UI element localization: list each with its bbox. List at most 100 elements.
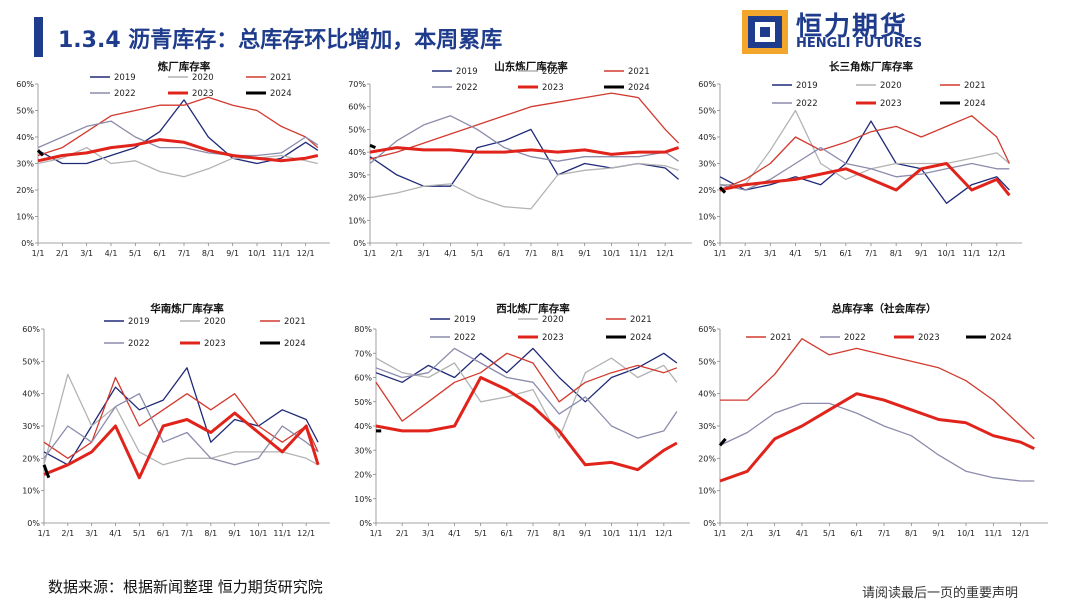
series-line-2021	[719, 115, 1010, 191]
title-accent-bar	[34, 17, 43, 57]
x-tick-label: 12/1	[988, 249, 1006, 258]
series-line-2019	[375, 347, 678, 403]
y-tick-label: 80%	[354, 325, 372, 334]
x-tick-label: 10/1	[250, 529, 268, 538]
x-tick-label: 2/1	[396, 529, 409, 538]
x-tick-label: 1/1	[38, 529, 51, 538]
x-tick-label: 3/1	[764, 249, 777, 258]
legend-label-2022: 2022	[128, 339, 150, 349]
chart-title: 总库存率（社会库存）	[832, 302, 937, 315]
y-tick-label: 10%	[354, 495, 372, 504]
legend-label-2021: 2021	[628, 67, 650, 77]
legend-label-2023: 2023	[542, 333, 564, 343]
y-tick-label: 0%	[359, 519, 372, 528]
x-tick-label: 11/1	[629, 529, 647, 538]
x-tick-label: 9/1	[932, 529, 945, 538]
y-tick-label: 30%	[698, 422, 716, 431]
legend-label-2024: 2024	[284, 339, 306, 349]
y-tick-label: 0%	[703, 239, 716, 248]
y-tick-label: 20%	[16, 186, 34, 195]
x-tick-label: 2/1	[56, 249, 69, 258]
y-tick-label: 10%	[22, 487, 40, 496]
y-tick-label: 60%	[16, 80, 34, 89]
x-tick-label: 11/1	[629, 249, 647, 258]
x-tick-label: 4/1	[796, 529, 809, 538]
y-tick-label: 0%	[21, 239, 34, 248]
chart-title: 华南炼厂库存率	[150, 302, 224, 315]
y-tick-label: 0%	[703, 519, 716, 528]
x-tick-label: 4/1	[105, 249, 118, 258]
series-line-2021	[375, 352, 678, 422]
y-tick-label: 50%	[354, 398, 372, 407]
legend-label-2024: 2024	[630, 333, 652, 343]
chart-shandong-inventory: 山东炼厂库存率 0% 10% 20% 30% 40% 50% 60% 70% 1/1 2/1 3/1 4…	[348, 60, 692, 258]
y-tick-label: 60%	[698, 80, 716, 89]
legend-label-2024: 2024	[990, 333, 1012, 343]
series-line-2021	[37, 96, 319, 157]
y-tick-label: 20%	[22, 454, 40, 463]
x-tick-label: 8/1	[551, 249, 564, 258]
x-tick-label: 7/1	[527, 529, 540, 538]
x-tick-label: 3/1	[80, 249, 93, 258]
x-tick-label: 12/1	[297, 249, 315, 258]
legend-label-2021: 2021	[964, 81, 986, 91]
x-tick-label: 7/1	[178, 249, 191, 258]
y-tick-label: 30%	[354, 446, 372, 455]
chart-title: 长三角炼厂库存率	[829, 60, 913, 73]
chart-title: 炼厂库存率	[158, 60, 211, 73]
series-line-2024	[42, 464, 51, 479]
x-tick-label: 5/1	[129, 249, 142, 258]
legend-label-2021: 2021	[770, 333, 792, 343]
x-tick-label: 6/1	[498, 249, 511, 258]
x-tick-label: 9/1	[228, 529, 241, 538]
x-tick-label: 1/1	[714, 249, 727, 258]
x-tick-label: 10/1	[938, 249, 956, 258]
legend-label-2020: 2020	[880, 81, 902, 91]
y-tick-label: 10%	[16, 213, 34, 222]
x-tick-label: 8/1	[905, 529, 918, 538]
x-tick-label: 1/1	[370, 529, 383, 538]
x-tick-label: 11/1	[273, 529, 291, 538]
legend-label-2020: 2020	[192, 73, 214, 83]
series-line-2022	[375, 347, 678, 439]
x-tick-label: 12/1	[656, 249, 674, 258]
x-tick-label: 12/1	[297, 529, 315, 538]
x-tick-label: 9/1	[226, 249, 239, 258]
x-tick-label: 6/1	[157, 529, 170, 538]
brand-logo-icon	[742, 10, 788, 54]
series-line-2024	[718, 437, 727, 447]
chart-northwest-inventory: 西北炼厂库存率 0% 10% 20% 30% 40% 50% 60% 70% 80% 1/1 2/1 3…	[354, 302, 690, 538]
y-tick-label: 50%	[698, 357, 716, 366]
y-tick-label: 40%	[22, 390, 40, 399]
x-tick-label: 10/1	[248, 249, 266, 258]
x-tick-label: 7/1	[181, 529, 194, 538]
x-tick-label: 11/1	[272, 249, 290, 258]
series-line-2020	[375, 357, 678, 439]
legend-label-2024: 2024	[628, 83, 650, 93]
y-tick-label: 20%	[698, 454, 716, 463]
series-line-2021	[369, 92, 680, 160]
legend-label-2023: 2023	[204, 339, 226, 349]
legend-label-2019: 2019	[796, 81, 818, 91]
series-line-2020	[720, 109, 1010, 186]
chart-title: 西北炼厂库存率	[496, 302, 570, 315]
legend-label-2020: 2020	[204, 317, 226, 327]
x-tick-label: 1/1	[364, 249, 377, 258]
series-line-2023	[375, 376, 678, 472]
y-tick-label: 30%	[16, 160, 34, 169]
y-tick-label: 30%	[22, 422, 40, 431]
x-tick-label: 4/1	[789, 249, 802, 258]
x-tick-label: 2/1	[739, 249, 752, 258]
y-tick-label: 60%	[22, 325, 40, 334]
x-tick-label: 4/1	[109, 529, 122, 538]
legend-label-2020: 2020	[542, 315, 564, 325]
y-tick-label: 60%	[348, 103, 366, 112]
brand-name-cn: 恒力期货	[796, 12, 909, 42]
y-tick-label: 50%	[698, 107, 716, 116]
legend-label-2022: 2022	[114, 89, 136, 99]
x-tick-label: 8/1	[202, 249, 215, 258]
y-tick-label: 60%	[354, 374, 372, 383]
y-tick-label: 50%	[348, 125, 366, 134]
x-tick-label: 6/1	[839, 249, 852, 258]
x-tick-label: 5/1	[471, 249, 484, 258]
